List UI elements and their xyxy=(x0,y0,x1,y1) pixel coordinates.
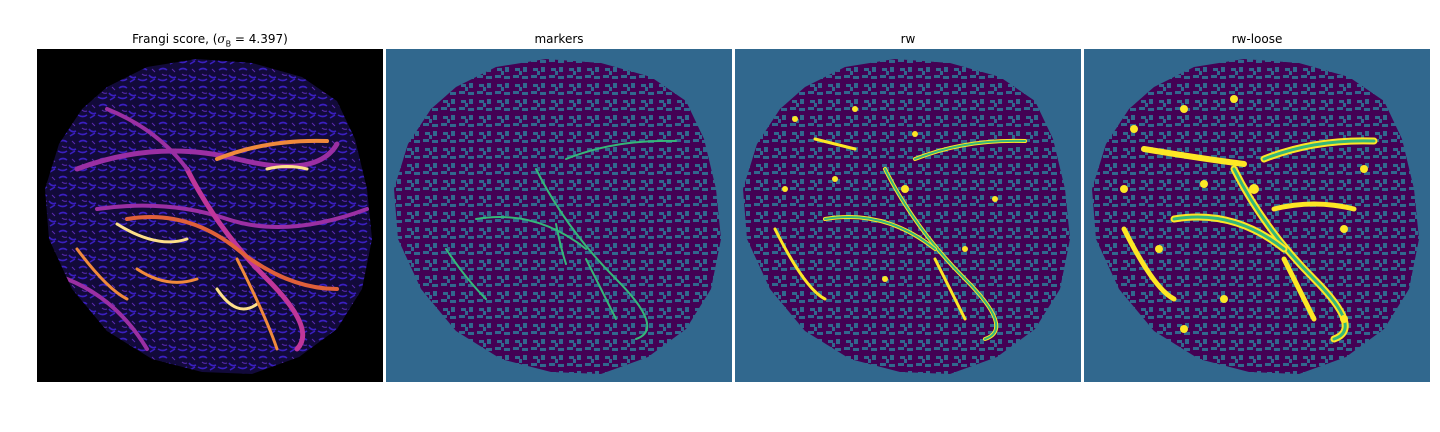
rw-loose-panel-title: rw-loose xyxy=(1231,32,1283,46)
frangi-panel-title: Frangi score, (σB = 4.397) xyxy=(132,32,288,49)
rw-loose-image xyxy=(1084,49,1430,382)
markers-image xyxy=(386,49,732,382)
rw-image xyxy=(735,49,1081,382)
rw-panel-title: rw xyxy=(900,32,916,46)
markers-panel-title: markers xyxy=(534,32,584,46)
frangi-score-image xyxy=(37,49,383,382)
